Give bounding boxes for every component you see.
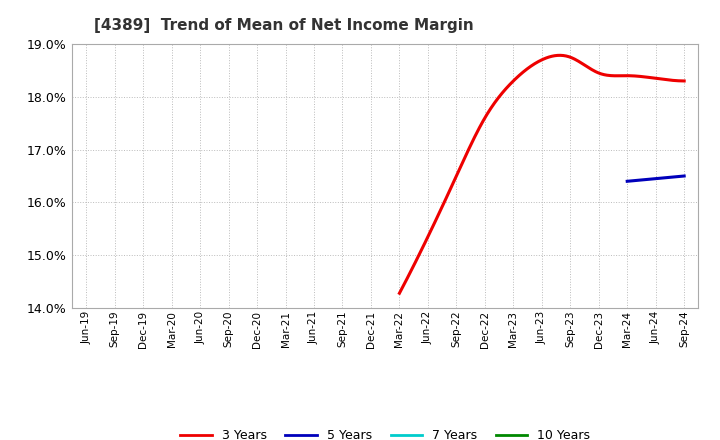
Legend: 3 Years, 5 Years, 7 Years, 10 Years: 3 Years, 5 Years, 7 Years, 10 Years — [176, 424, 595, 440]
Text: [4389]  Trend of Mean of Net Income Margin: [4389] Trend of Mean of Net Income Margi… — [94, 18, 473, 33]
